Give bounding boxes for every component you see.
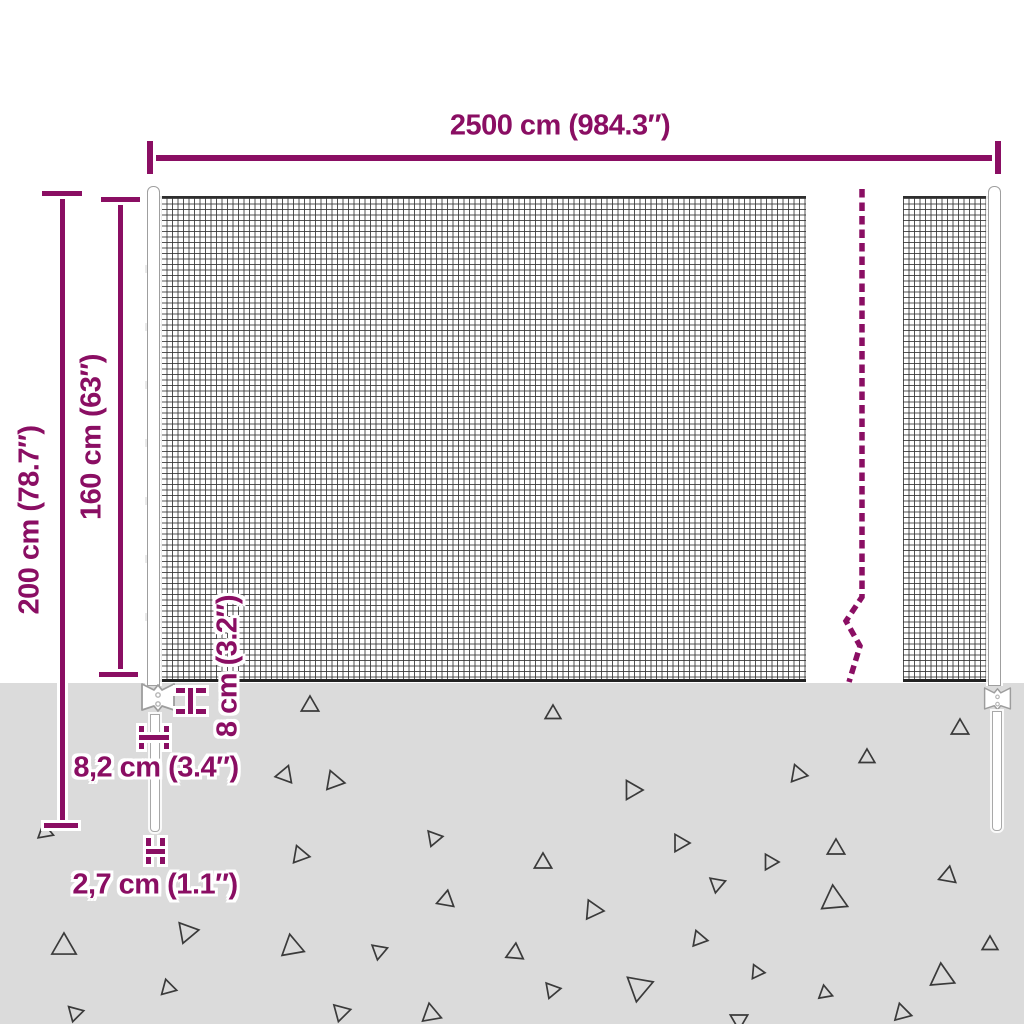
dim-spike-width-label: 2,7 cm (1.1″) (72, 868, 238, 901)
gravel-triangle (949, 717, 971, 735)
gravel-triangle (820, 883, 850, 910)
gravel-triangle (980, 934, 1000, 951)
gravel-triangle (728, 1014, 750, 1024)
gravel-triangle (50, 931, 78, 955)
gravel-triangle (817, 983, 835, 1000)
gravel-triangle (434, 888, 456, 908)
gravel-triangle (545, 981, 563, 1001)
gravel-triangle (421, 1001, 443, 1023)
gravel-triangle (273, 763, 293, 784)
ground (0, 683, 1024, 1024)
ground-spike-left (150, 714, 160, 832)
dim-width-label: 2500 cm (984.3″) (449, 109, 671, 142)
gravel-triangle (929, 961, 957, 987)
dim-width-cap-right (995, 141, 1001, 174)
gravel-triangle (427, 829, 445, 849)
gravel-triangle (543, 703, 563, 720)
gravel-triangle (532, 851, 554, 869)
dim-anchor-width-line (139, 735, 169, 740)
gravel-triangle (937, 864, 957, 884)
fence-mesh-right (903, 196, 1000, 682)
gravel-triangle (299, 694, 321, 712)
gravel-triangle (332, 1003, 353, 1024)
gravel-triangle (36, 821, 56, 839)
dim-total-height-cap-bottom (44, 823, 78, 828)
gravel-triangle (625, 778, 645, 801)
dim-width-line (150, 155, 998, 161)
gravel-triangle (292, 843, 312, 864)
dim-mesh-height-label: 160 cm (63″) (75, 354, 108, 520)
gravel-triangle (825, 837, 847, 855)
gravel-triangle (370, 944, 390, 962)
dim-anchor-width-label: 8,2 cm (3.4″) (73, 751, 239, 784)
gravel-triangle (751, 963, 767, 980)
gravel-triangle (160, 977, 179, 996)
dim-mesh-height-cap-bottom (99, 672, 138, 677)
gravel-triangle (504, 941, 525, 960)
ground-anchor-left (141, 683, 175, 712)
gravel-triangle (790, 762, 810, 784)
dim-total-height-label: 200 cm (78.7″) (13, 425, 46, 615)
gravel-triangle (178, 921, 201, 945)
dim-width-cap-left (147, 141, 153, 174)
gravel-triangle (585, 898, 606, 921)
gravel-triangle (893, 1001, 914, 1022)
gravel-triangle (857, 747, 877, 764)
dim-mesh-height-line (118, 199, 123, 675)
ground-anchor-right (983, 687, 1012, 711)
dim-anchor-height-line (188, 688, 193, 714)
gravel-triangle (708, 877, 728, 895)
gravel-triangle (674, 832, 692, 854)
fence-mesh-main (150, 196, 806, 682)
gravel-triangle (325, 769, 347, 791)
gravel-triangle (764, 852, 781, 872)
dim-anchor-height-label: 8 cm (3.2″) (211, 594, 244, 738)
gravel-triangle (626, 976, 655, 1004)
dim-spike-width-line (146, 849, 165, 854)
dim-mesh-height-cap-top (101, 197, 140, 202)
dim-total-height-cap-top (42, 191, 82, 196)
fence-post-right (988, 186, 1001, 686)
ground-spike-right (992, 711, 1002, 831)
dim-total-height-line (60, 193, 65, 826)
gravel-triangle (280, 932, 306, 957)
gravel-triangle (67, 1005, 86, 1024)
fence-post-left (147, 186, 160, 686)
gravel-triangle (692, 928, 710, 948)
